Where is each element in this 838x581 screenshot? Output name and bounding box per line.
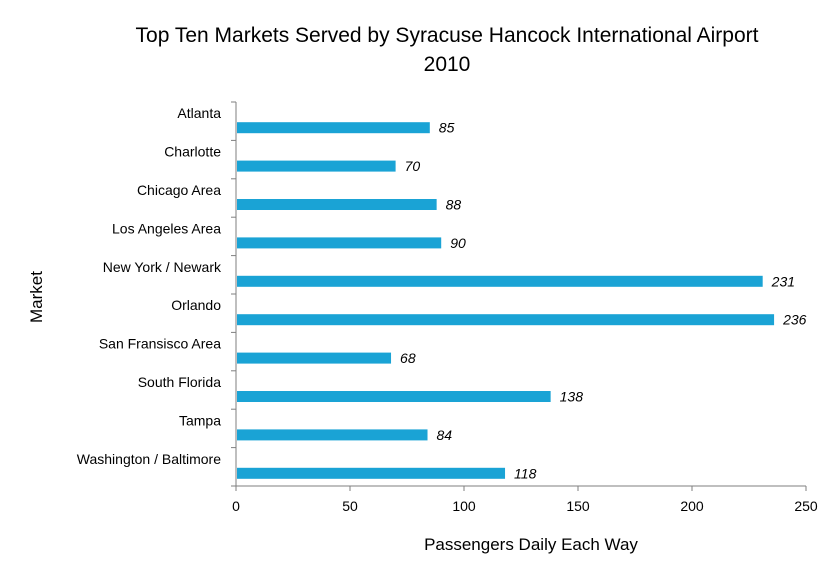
category-label: Tampa [179,412,221,428]
category-label: South Florida [138,374,221,390]
chart-title: Top Ten Markets Served by Syracuse Hanco… [136,24,759,47]
category-label: Los Angeles Area [112,220,221,236]
x-tick-label: 50 [342,498,358,514]
data-label: 70 [405,158,421,174]
bar [237,352,392,364]
category-label: San Fransisco Area [99,336,221,352]
data-label: 84 [437,427,453,443]
bar [237,122,430,134]
data-label: 90 [450,235,466,251]
bar [237,314,775,326]
bar [237,160,396,172]
x-tick-label: 150 [566,498,590,514]
data-label: 236 [782,312,807,328]
x-tick-label: 250 [794,498,818,514]
category-label: Orlando [171,297,221,313]
x-tick-label: 0 [232,498,240,514]
y-axis-title: Market [27,271,46,323]
plot-area: 0 50 100 150 200 250 Atlanta 85 Charlotte 70 Chica… [77,101,818,514]
category-label: Atlanta [177,105,221,121]
bar [237,429,428,441]
bar [237,237,442,249]
category-label: Chicago Area [137,182,221,198]
data-label: 88 [446,197,462,213]
data-label: 231 [771,273,795,289]
bar [237,391,551,402]
category-label: New York / Newark [103,259,222,275]
data-label: 118 [514,465,537,481]
bar [237,467,506,479]
bar [237,199,437,210]
x-tick-label: 200 [680,498,704,514]
category-label: Charlotte [164,144,221,160]
data-label: 138 [560,389,584,405]
x-axis-title: Passengers Daily Each Way [424,535,638,554]
data-label: 85 [439,120,455,136]
bar [237,275,763,287]
data-label: 68 [400,350,416,366]
category-label: Washington / Baltimore [77,451,221,467]
x-tick-label: 100 [452,498,476,514]
chart-subtitle: 2010 [424,53,471,76]
